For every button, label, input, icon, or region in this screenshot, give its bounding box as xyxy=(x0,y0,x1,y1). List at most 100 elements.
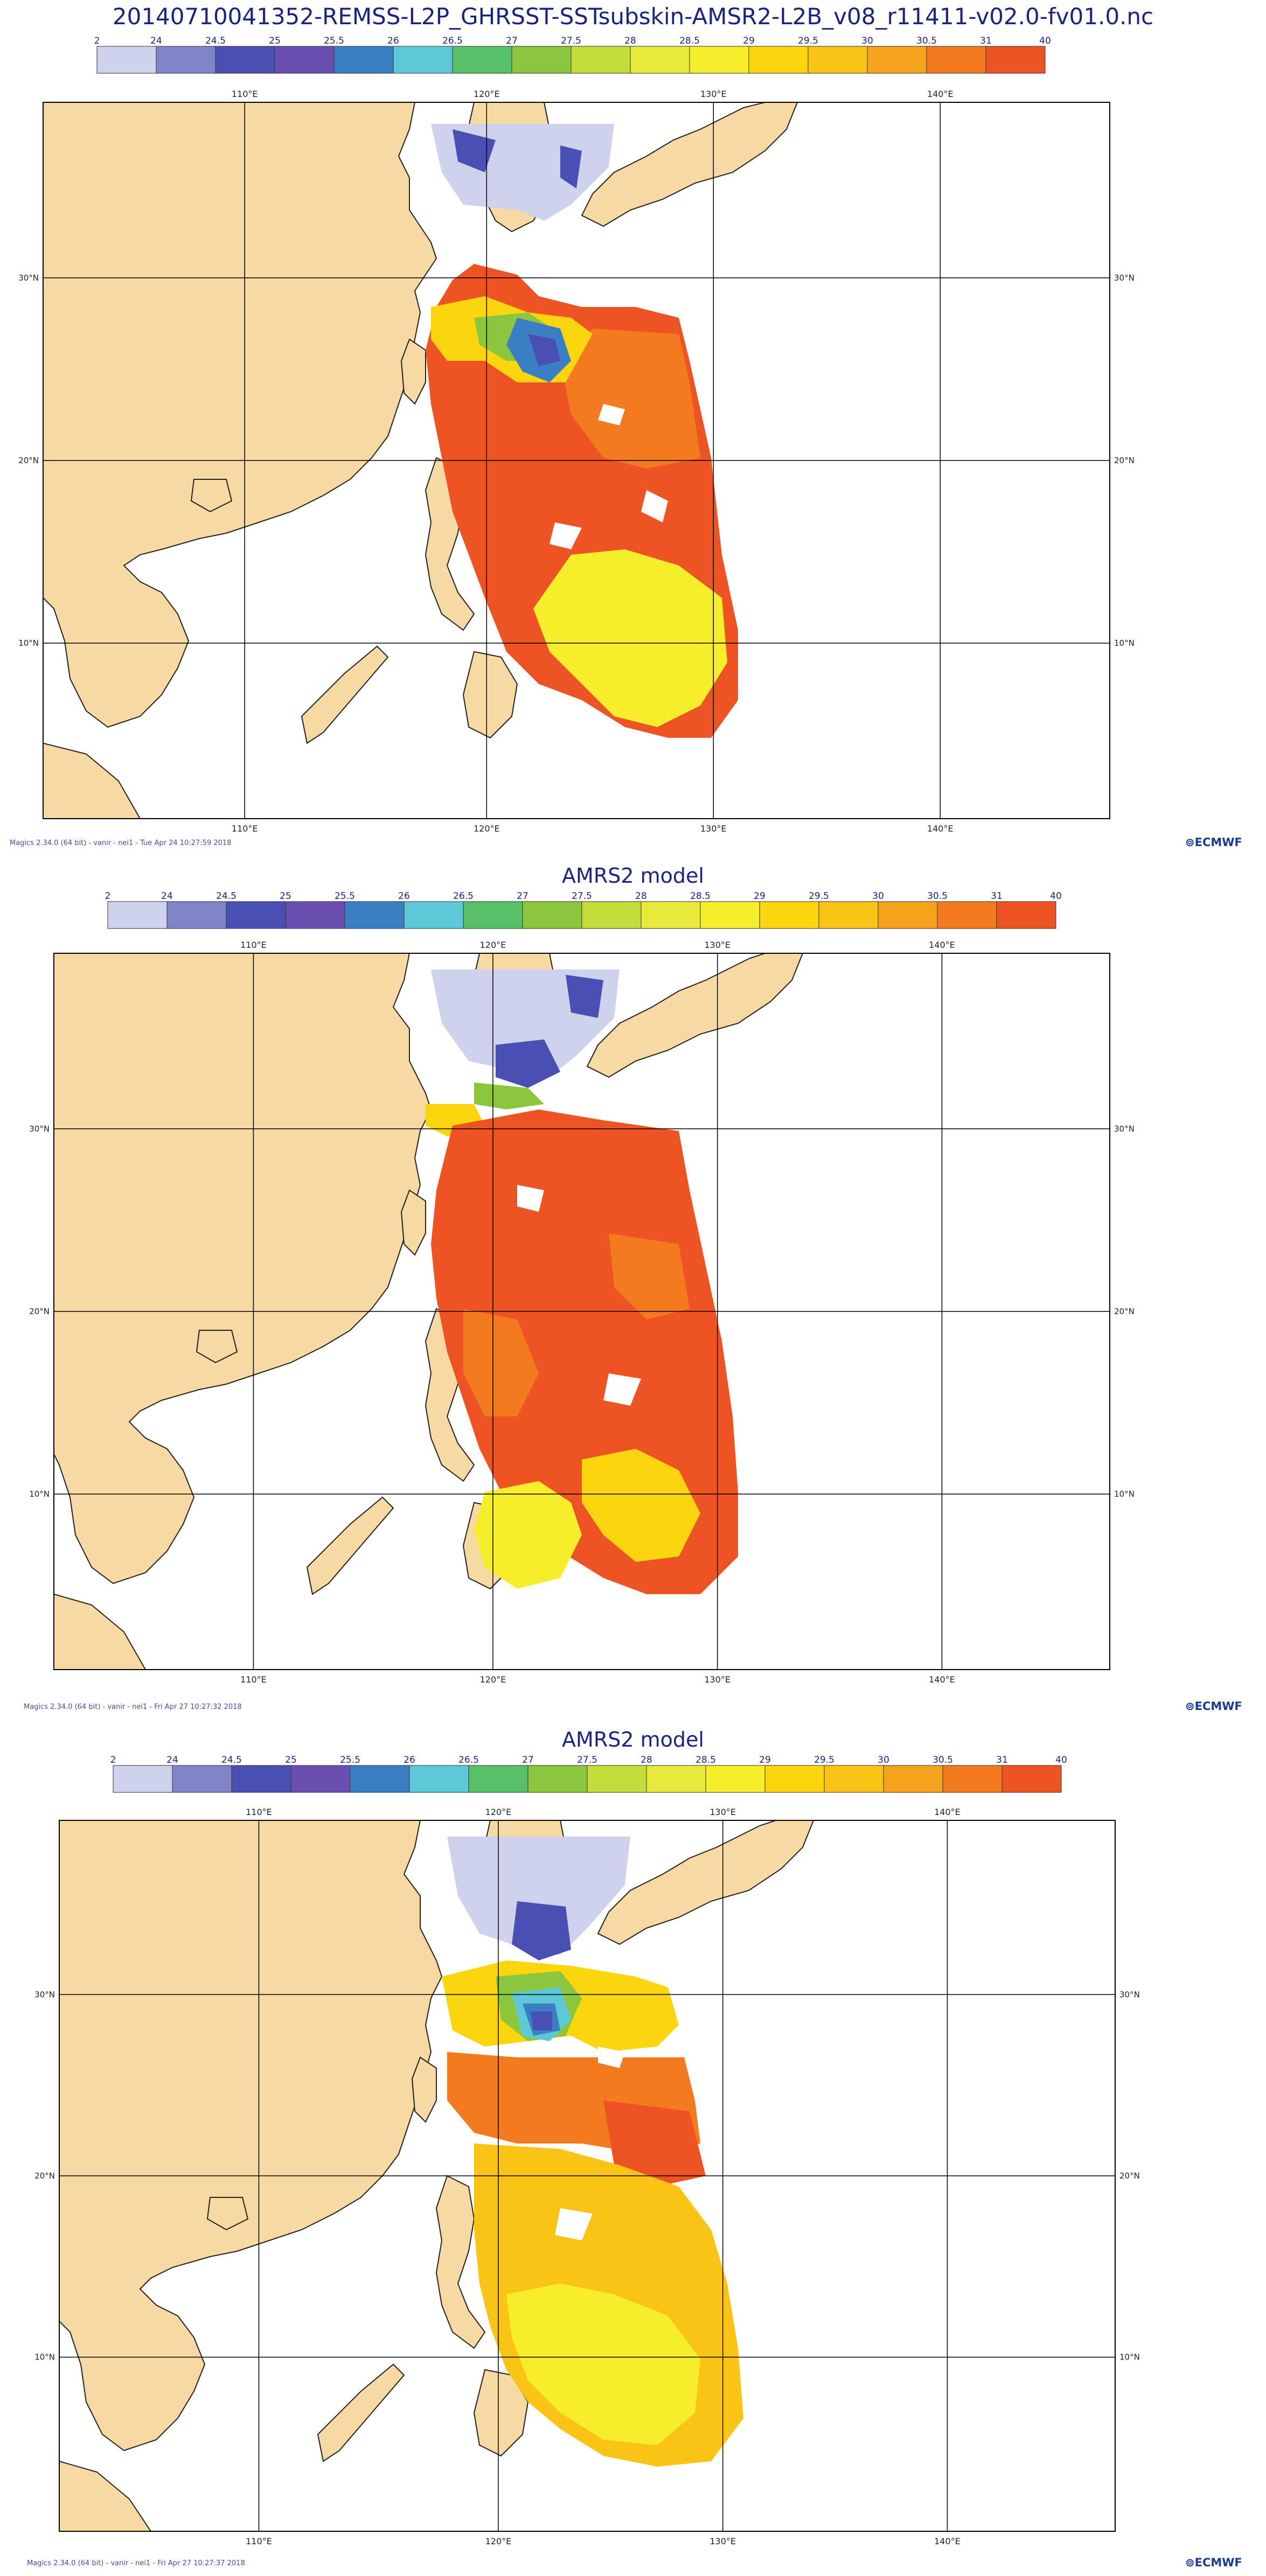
land-asia-mainland xyxy=(43,102,437,728)
colorbar-label: 28.5 xyxy=(679,36,700,46)
lon-labels-top: 110°E 120°E 130°E 140°E xyxy=(240,940,955,950)
colorbar-box xyxy=(226,901,286,929)
panel-3: AMRS2 model 2 24 24.5 25 25.5 26 26.5 27 27.5 28 2… xyxy=(0,1723,1266,2576)
land-palawan xyxy=(301,645,389,744)
lon-label: 110°E xyxy=(232,89,258,99)
lat-labels-right: 30°N 20°N 10°N xyxy=(1114,273,1135,648)
colorbar-box xyxy=(468,1765,528,1793)
lat-labels-left: 30°N 20°N 10°N xyxy=(34,1989,55,2362)
colorbar-box xyxy=(581,901,642,929)
colorbar-label: 28.5 xyxy=(690,891,711,902)
colorbar-box xyxy=(393,46,453,74)
lon-labels-bottom: 110°E 120°E 130°E 140°E xyxy=(232,823,954,834)
colorbar-box xyxy=(404,901,464,929)
lon-label: 140°E xyxy=(929,1674,955,1685)
lat-labels-left: 30°N 20°N 10°N xyxy=(29,1124,50,1499)
colorbar-box xyxy=(290,1765,351,1793)
colorbar-box xyxy=(942,1765,1003,1793)
lat-label: 30°N xyxy=(1114,1124,1135,1134)
lat-label: 10°N xyxy=(1114,638,1135,648)
colorbar-label: 2 xyxy=(94,36,100,46)
lat-label: 10°N xyxy=(29,1489,50,1499)
panel-3-map: 110°E 120°E 130°E 140°E 110°E 120°E 130°E 140°… xyxy=(34,1807,1140,2546)
colorbar-label: 24.5 xyxy=(216,891,236,902)
colorbar-label: 2 xyxy=(105,891,111,902)
colorbar-label: 28 xyxy=(635,891,647,902)
colorbar-label: 28 xyxy=(641,1755,652,1765)
colorbar-label: 27.5 xyxy=(577,1755,597,1765)
lon-label: 120°E xyxy=(474,823,500,834)
lat-label: 30°N xyxy=(1119,1989,1140,1999)
colorbar-box xyxy=(452,46,512,74)
lon-label: 110°E xyxy=(232,823,258,834)
lon-label: 130°E xyxy=(700,823,727,834)
colorbar-label: 2 xyxy=(110,1755,116,1765)
colorbar-label: 30 xyxy=(861,36,873,46)
colorbar-label: 24.5 xyxy=(205,36,226,46)
panel-2-footer: Magics 2.34.0 (64 bit) - vanir - nei1 - … xyxy=(24,1703,242,1711)
panel-1-ecmwf-logo: ⊚ECMWF xyxy=(1185,836,1242,849)
land-borneo xyxy=(59,2460,152,2531)
colorbar-box xyxy=(867,46,927,74)
colorbar-label: 25.5 xyxy=(335,891,355,902)
panel-1-colorbar: 2 24 24.5 25 25.5 26 26.5 27 27.5 28 28.5 29 29.5 30 3… xyxy=(94,36,1051,74)
lat-labels-left: 30°N 20°N 10°N xyxy=(18,273,39,648)
colorbar-box xyxy=(630,46,690,74)
panel-3-colorbar: 2 24 24.5 25 25.5 26 26.5 27 27.5 28 28.5 29 29.5 30 3… xyxy=(110,1755,1067,1793)
colorbar-box xyxy=(107,901,168,929)
colorbar-label: 26.5 xyxy=(453,891,474,902)
colorbar-box xyxy=(113,1765,173,1793)
colorbar-box xyxy=(463,901,523,929)
colorbar-label: 25 xyxy=(280,891,291,902)
colorbar-label: 31 xyxy=(991,891,1003,902)
colorbar-box xyxy=(824,1765,884,1793)
colorbar-box xyxy=(215,46,275,74)
land-taiwan xyxy=(400,1189,426,1256)
land-hainan xyxy=(190,479,233,513)
lon-labels-bottom: 110°E 120°E 130°E 140°E xyxy=(240,1674,955,1685)
lon-label: 130°E xyxy=(704,940,731,950)
colorbar-label: 27 xyxy=(517,891,528,902)
lat-label: 10°N xyxy=(34,2352,55,2362)
colorbar-box xyxy=(883,1765,943,1793)
colorbar-label: 24 xyxy=(161,891,173,902)
land-borneo xyxy=(54,1593,147,1670)
land-palawan xyxy=(317,2363,405,2462)
lon-label: 130°E xyxy=(709,1807,736,1817)
colorbar-label: 26 xyxy=(398,891,410,902)
colorbar-label: 30.5 xyxy=(927,891,948,902)
land-asia-mainland xyxy=(54,953,432,1584)
colorbar-labels: 2 24 24.5 25 25.5 26 26.5 27 27.5 28 28.5 29 29.5 30 3… xyxy=(94,36,1051,46)
colorbar-box xyxy=(926,46,986,74)
colorbar-label: 26 xyxy=(404,1755,415,1765)
graticule xyxy=(43,102,1110,819)
land-borneo xyxy=(43,742,141,819)
lat-label: 20°N xyxy=(18,456,39,465)
colorbar-box xyxy=(274,46,335,74)
colorbar-label: 29 xyxy=(759,1755,771,1765)
colorbar-label: 24 xyxy=(166,1755,178,1765)
lat-label: 20°N xyxy=(1114,1307,1135,1316)
land-palawan xyxy=(306,1496,394,1595)
lon-label: 110°E xyxy=(240,940,267,950)
colorbar-box xyxy=(231,1765,291,1793)
lon-label: 120°E xyxy=(474,89,500,99)
ecmwf-mark-icon: ⊚ xyxy=(1185,836,1195,849)
lon-labels-top: 110°E 120°E 130°E 140°E xyxy=(246,1807,961,1817)
colorbar-label: 27 xyxy=(522,1755,534,1765)
land-asia-mainland xyxy=(59,1820,443,2452)
colorbar-label: 40 xyxy=(1039,36,1051,46)
colorbar-boxes xyxy=(113,1765,1062,1793)
lat-label: 20°N xyxy=(1119,2171,1140,2181)
panel-1-title: 20140710041352-REMSS-L2P_GHRSST-SSTsubsk… xyxy=(112,3,1154,30)
colorbar-box xyxy=(166,901,227,929)
panel-3-footer: Magics 2.34.0 (64 bit) - vanir - nei1 - … xyxy=(27,2559,245,2567)
lon-label: 120°E xyxy=(480,940,506,950)
lon-label: 140°E xyxy=(927,823,954,834)
colorbar-box xyxy=(937,901,997,929)
colorbar-box xyxy=(522,901,582,929)
lon-label: 130°E xyxy=(709,2536,736,2546)
panel-3-ecmwf-logo: ⊚ECMWF xyxy=(1185,2556,1242,2569)
lon-label: 130°E xyxy=(704,1674,731,1685)
colorbar-label: 28 xyxy=(624,36,636,46)
